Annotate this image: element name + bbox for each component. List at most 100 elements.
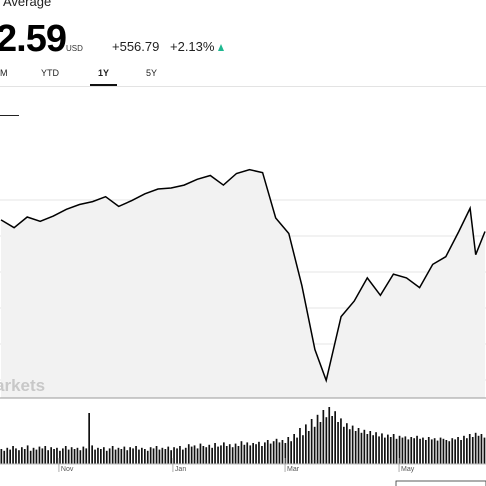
volume-bar: [73, 449, 76, 464]
volume-bar: [307, 431, 310, 464]
percent-change: +2.13%: [170, 39, 215, 54]
volume-bar: [275, 438, 278, 464]
volume-bar: [23, 449, 26, 464]
volume-bar: [59, 450, 61, 464]
last-price: 2.59: [0, 18, 67, 60]
volume-bar: [407, 439, 410, 464]
volume-bar: [302, 435, 304, 464]
volume-bar: [346, 423, 348, 464]
range-navigator[interactable]: [395, 480, 486, 486]
volume-bar: [363, 429, 366, 464]
volume-bar: [401, 437, 404, 464]
volume-bar: [220, 445, 222, 464]
stock-price-chart[interactable]: arkets Nov Jan Mar May: [0, 120, 486, 486]
volume-bar: [477, 435, 480, 464]
volume-bar: [190, 446, 193, 464]
up-triangle-icon: [218, 44, 224, 51]
volume-bar: [316, 414, 319, 464]
range-tab-ytd[interactable]: YTD: [41, 68, 59, 78]
volume-bar: [389, 437, 392, 464]
volume-bar: [384, 437, 386, 464]
volume-bar: [126, 450, 129, 464]
volume-bar: [103, 447, 105, 464]
range-tab-5y[interactable]: 5Y: [146, 68, 158, 78]
volume-bar: [29, 450, 32, 464]
volume-bar: [187, 444, 190, 464]
volume-bar: [85, 448, 88, 464]
volume-bar: [193, 445, 196, 464]
volume-bar: [138, 449, 140, 464]
volume-bar: [32, 447, 35, 464]
volume-bar: [366, 434, 369, 464]
volume-bar: [199, 443, 202, 464]
volume-bar: [62, 448, 64, 464]
volume-bar: [425, 440, 427, 464]
volume-bar: [225, 446, 228, 464]
price-area-fill: [1, 169, 485, 398]
volume-bar: [261, 446, 263, 464]
volume-bar: [287, 437, 290, 464]
volume-bar: [410, 437, 413, 464]
volume-bar: [243, 444, 246, 464]
volume-bar: [296, 437, 298, 464]
volume-bar: [173, 447, 175, 464]
range-tab-m[interactable]: M: [0, 68, 8, 78]
volume-bar: [266, 440, 269, 464]
volume-bar: [322, 410, 325, 464]
volume-bar: [416, 435, 418, 464]
volume-bar: [79, 450, 82, 464]
active-range-indicator: [90, 84, 117, 86]
volume-bar: [351, 425, 354, 464]
volume-bar: [12, 446, 14, 464]
volume-bar: [290, 441, 292, 464]
volume-bar: [94, 449, 96, 464]
volume-bar: [88, 413, 90, 464]
volume-bar: [468, 434, 471, 464]
volume-bar: [457, 437, 459, 464]
volume-bar: [237, 446, 240, 464]
volume-bar: [348, 429, 351, 464]
x-tick-label: Mar: [287, 466, 300, 473]
x-axis-ticks: Nov Jan Mar May: [58, 458, 415, 473]
volume-bar: [152, 448, 155, 464]
volume-bar: [117, 447, 120, 464]
volume-bar: [196, 448, 199, 464]
volume-bar: [234, 443, 237, 464]
volume-bar: [427, 437, 430, 464]
volume-bar: [451, 438, 454, 464]
price-row: 2.59 USD +556.79 +2.13%: [0, 18, 476, 60]
volume-bar: [334, 411, 336, 464]
volume-bar: [357, 428, 360, 464]
volume-bar: [97, 447, 99, 464]
volume-bar: [354, 431, 357, 464]
volume-bar: [474, 432, 477, 464]
x-tick-label: Jan: [175, 466, 186, 473]
volume-bar: [381, 433, 383, 464]
volume-bar: [442, 438, 445, 464]
volume-bar: [269, 443, 272, 464]
volume-bar: [483, 437, 486, 464]
volume-bar: [179, 446, 181, 464]
volume-bar: [144, 449, 146, 464]
volume-bar: [246, 442, 249, 464]
volume-bar: [76, 447, 79, 464]
volume-bar: [176, 448, 178, 464]
price-line: [0, 168, 486, 384]
range-tab-1y[interactable]: 1Y: [98, 68, 110, 78]
index-title: Average: [3, 0, 52, 9]
volume-bar: [272, 441, 275, 464]
volume-bar: [395, 438, 398, 464]
volume-bar: [471, 437, 474, 464]
volume-bar: [217, 446, 219, 464]
volume-bar: [387, 434, 389, 464]
volume-bar: [182, 449, 184, 464]
volume-bar: [64, 446, 67, 464]
volume-bar: [100, 449, 102, 464]
volume-bar: [299, 428, 301, 464]
volume-bar: [184, 447, 187, 464]
volume-bar: [15, 448, 17, 464]
volume-bar: [445, 440, 448, 464]
volume-bar: [21, 447, 23, 464]
volume-bar: [146, 450, 149, 464]
volume-bar: [9, 449, 11, 464]
